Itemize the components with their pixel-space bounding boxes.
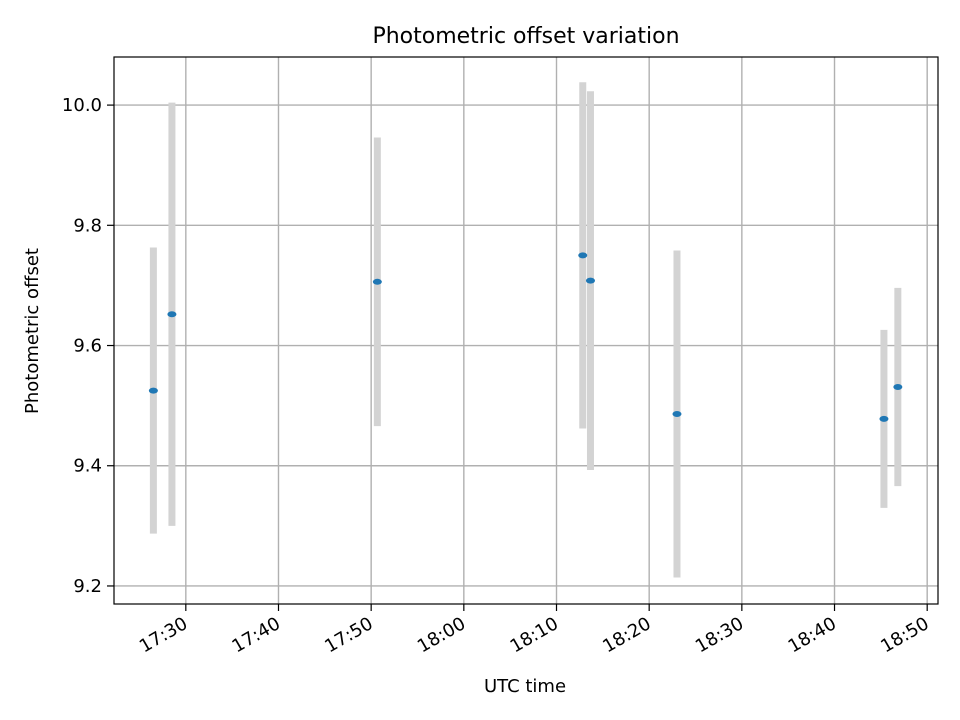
data-point [893, 384, 903, 391]
y-tick-label: 9.2 [73, 576, 102, 597]
data-point [578, 252, 588, 259]
data-point [372, 278, 382, 285]
chart-title: Photometric offset variation [372, 24, 679, 49]
x-axis-label: UTC time [484, 676, 566, 697]
data-point [585, 277, 595, 284]
y-tick-label: 9.8 [73, 215, 102, 236]
y-tick-label: 9.4 [73, 456, 102, 477]
point-layer [148, 252, 903, 422]
grid-layer [114, 57, 938, 604]
data-point [167, 311, 177, 318]
y-axis-label: Photometric offset [22, 248, 43, 414]
data-point [672, 411, 682, 418]
y-tick-label: 10.0 [62, 95, 102, 116]
plot-frame [113, 56, 939, 605]
data-point [879, 415, 889, 422]
data-point [148, 387, 158, 394]
y-tick-label: 9.6 [73, 336, 102, 357]
